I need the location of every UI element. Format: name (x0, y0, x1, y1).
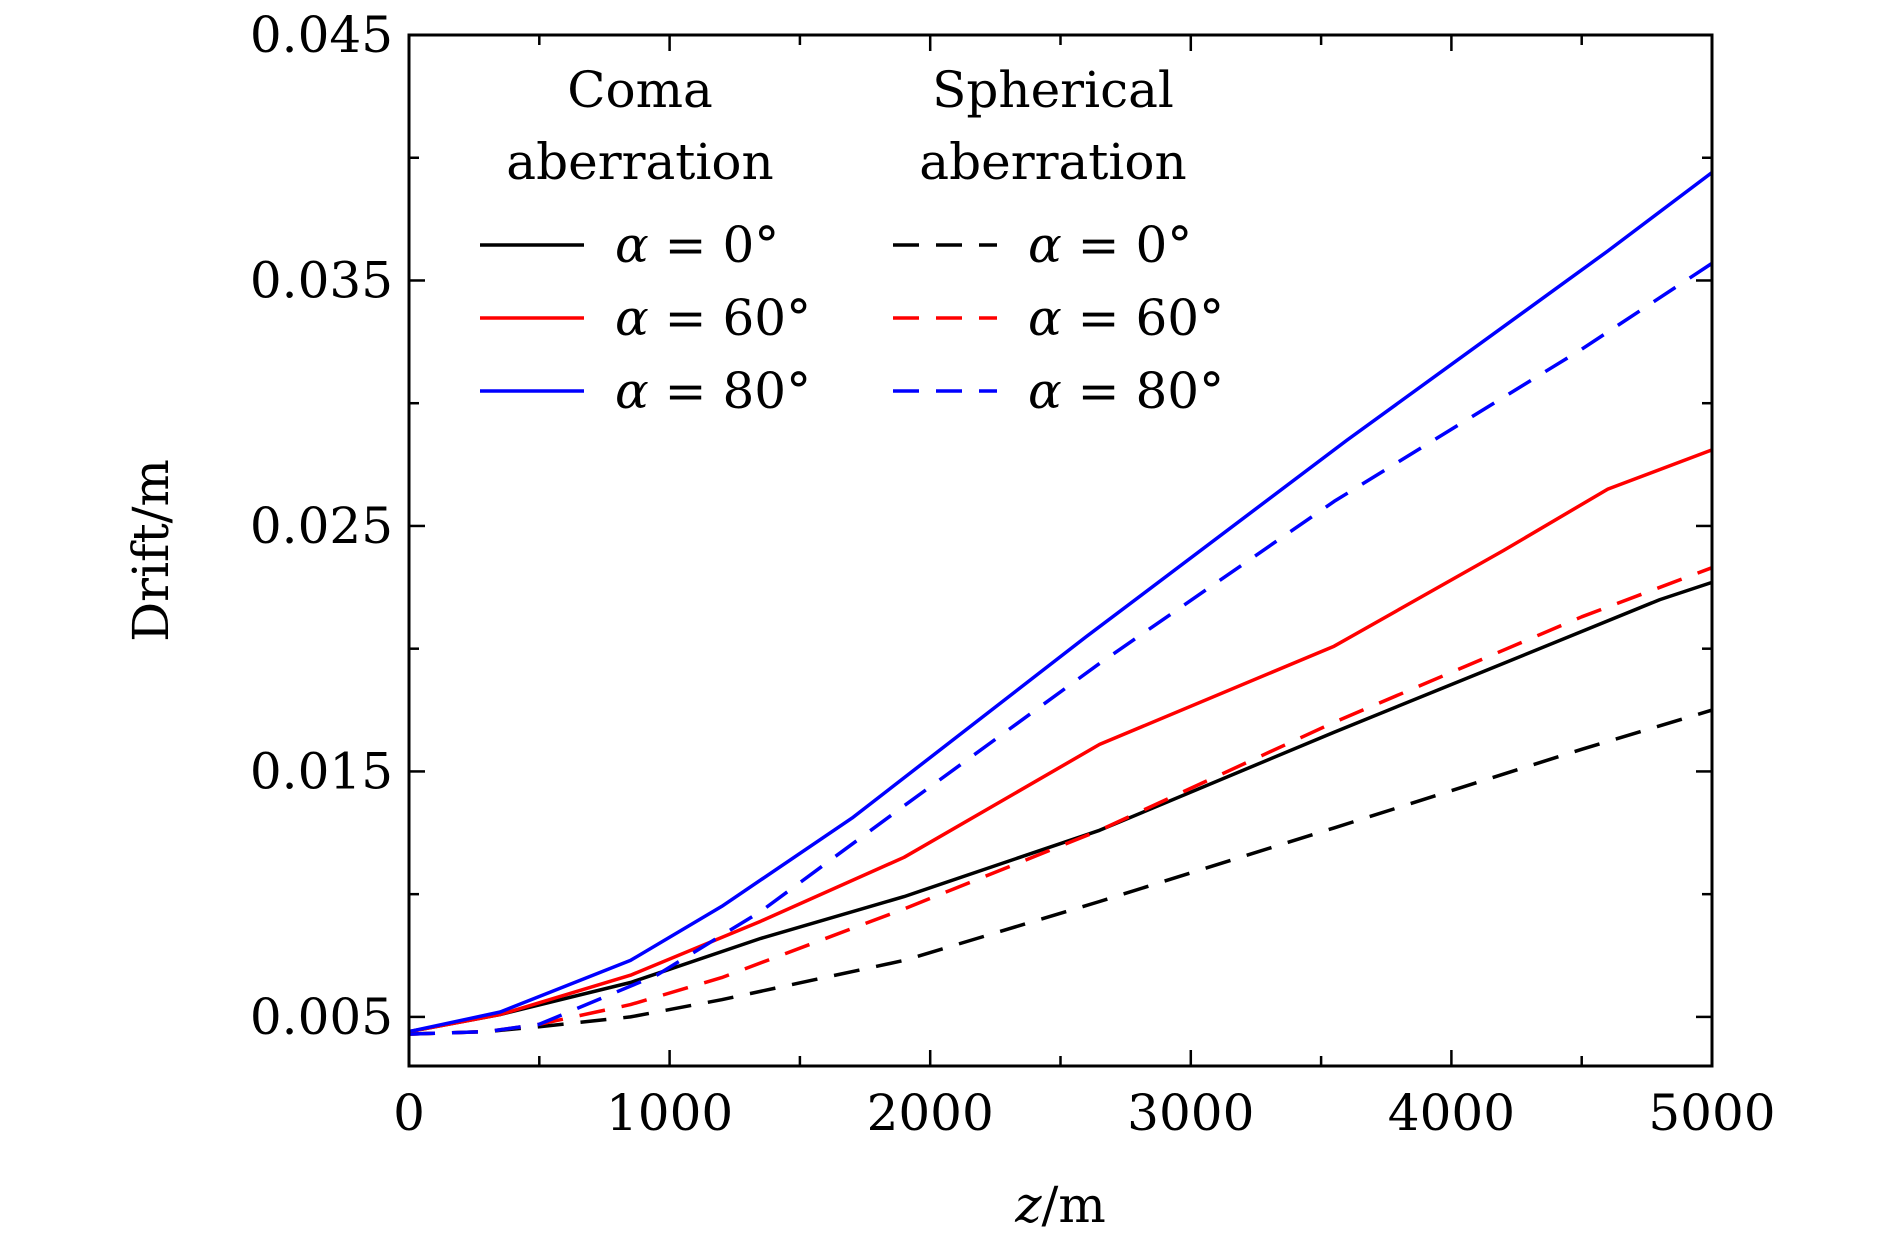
series-line-spherical-4 (408, 566, 1713, 1036)
y-tick-labels: 0.005 0.015 0.025 0.035 0.045 (250, 6, 393, 1046)
legend-entry-label: α = 60° (1028, 289, 1224, 347)
legend-group-title: Spherical (932, 61, 1174, 119)
axis-ticks (407, 35, 1714, 1066)
y-axis-label: Drift/m (122, 459, 180, 642)
y-tick-label: 0.015 (250, 742, 393, 800)
x-tick-label: 5000 (1648, 1084, 1775, 1142)
x-axis-label: z/m (1014, 1176, 1106, 1234)
x-tick-label: 0 (393, 1084, 425, 1142)
x-tick-label: 4000 (1388, 1084, 1515, 1142)
series-line-spherical-5 (408, 261, 1713, 1036)
y-tick-label: 0.005 (250, 988, 393, 1046)
legend-entry-label: α = 60° (615, 289, 811, 347)
legend: Coma aberration α = 0° α = 60° α = 80° Spheri… (480, 61, 1224, 420)
legend-entry-label: α = 0° (615, 216, 779, 274)
legend-entry-label: α = 80° (1028, 362, 1224, 420)
legend-group-subtitle: aberration (506, 133, 773, 191)
x-axis-label-unit: /m (1042, 1176, 1106, 1234)
series-line-coma-1 (408, 448, 1713, 1034)
x-tick-label: 1000 (606, 1084, 733, 1142)
series-layer (408, 171, 1714, 1036)
plot-frame (407, 33, 1714, 1068)
x-axis-label-var: z (1014, 1176, 1042, 1234)
series-line-coma-2 (408, 171, 1714, 1034)
x-tick-label: 3000 (1127, 1084, 1254, 1142)
legend-group-subtitle: aberration (919, 133, 1186, 191)
series-line-coma-0 (408, 580, 1713, 1034)
legend-entry-label: α = 80° (615, 362, 811, 420)
x-tick-label: 2000 (867, 1084, 994, 1142)
legend-entry-label: α = 0° (1028, 216, 1192, 274)
y-tick-label: 0.045 (250, 6, 393, 64)
y-tick-label: 0.035 (250, 251, 393, 309)
y-tick-label: 0.025 (250, 497, 393, 555)
x-tick-labels: 0 1000 2000 3000 4000 5000 (393, 1084, 1776, 1142)
legend-group-title: Coma (567, 61, 713, 119)
series-line-spherical-3 (408, 708, 1713, 1036)
